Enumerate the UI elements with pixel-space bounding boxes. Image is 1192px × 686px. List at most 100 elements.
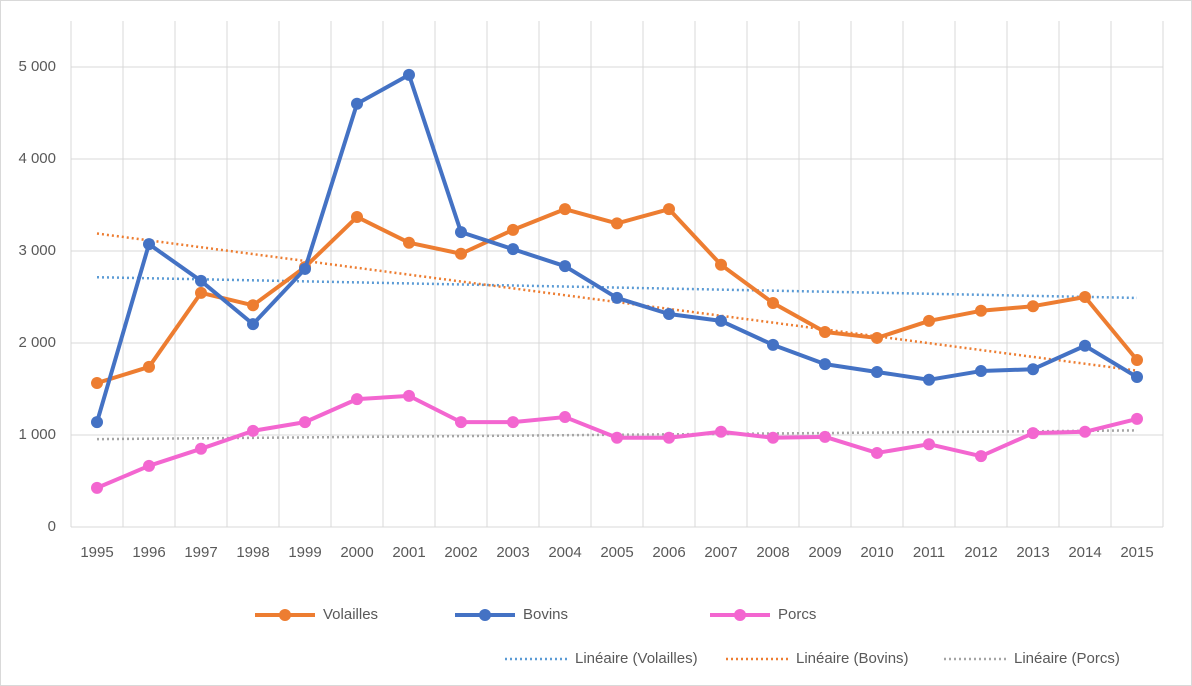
legend-label: Linéaire (Porcs) — [1014, 650, 1120, 667]
data-point — [559, 203, 571, 216]
data-point — [559, 260, 571, 273]
data-point — [1079, 425, 1091, 438]
data-point — [975, 450, 987, 463]
legend-marker — [479, 609, 491, 621]
x-tick-label: 1999 — [288, 544, 321, 561]
x-tick-label: 1998 — [236, 544, 269, 561]
data-point — [1079, 339, 1091, 352]
x-tick-label: 2014 — [1068, 544, 1101, 561]
data-point — [715, 425, 727, 438]
data-point — [715, 314, 727, 327]
data-point — [403, 68, 415, 81]
x-tick-label: 2015 — [1120, 544, 1153, 561]
x-tick-label: 2011 — [913, 544, 945, 561]
data-point — [351, 97, 363, 110]
data-point — [923, 373, 935, 386]
data-point — [143, 360, 155, 373]
data-point — [923, 314, 935, 327]
legend-marker — [734, 609, 746, 621]
data-point — [299, 262, 311, 275]
data-point — [871, 365, 883, 378]
x-tick-label: 2002 — [444, 544, 477, 561]
data-point — [403, 389, 415, 402]
y-tick-label: 2 000 — [18, 334, 56, 351]
legend-label: Linéaire (Volailles) — [575, 650, 698, 667]
x-tick-label: 2005 — [600, 544, 633, 561]
data-point — [195, 286, 207, 299]
data-point — [663, 203, 675, 216]
y-tick-label: 3 000 — [18, 242, 56, 259]
data-point — [143, 459, 155, 472]
x-tick-label: 2003 — [496, 544, 529, 561]
data-point — [819, 358, 831, 371]
data-point — [975, 304, 987, 317]
x-tick-label: 1997 — [184, 544, 217, 561]
data-point — [663, 308, 675, 321]
data-point — [1027, 363, 1039, 376]
x-tick-label: 2013 — [1016, 544, 1049, 561]
x-tick-label: 2001 — [392, 544, 425, 561]
data-point — [247, 299, 259, 312]
data-point — [247, 318, 259, 331]
data-point — [91, 377, 103, 390]
y-tick-label: 5 000 — [18, 58, 56, 75]
data-point — [91, 416, 103, 429]
data-point — [351, 393, 363, 406]
legend-marker — [279, 609, 291, 621]
data-point — [819, 430, 831, 443]
y-tick-label: 4 000 — [18, 150, 56, 167]
data-point — [767, 431, 779, 444]
x-tick-label: 2007 — [704, 544, 737, 561]
x-tick-label: 2004 — [548, 544, 581, 561]
data-point — [507, 243, 519, 256]
data-point — [663, 431, 675, 444]
data-point — [1131, 412, 1143, 425]
legend-label: Linéaire (Bovins) — [796, 650, 909, 667]
x-tick-label: 2006 — [652, 544, 685, 561]
data-point — [195, 274, 207, 287]
data-point — [611, 217, 623, 230]
data-point — [819, 325, 831, 338]
data-point — [611, 431, 623, 444]
data-point — [299, 416, 311, 429]
legend-label: Porcs — [778, 606, 816, 623]
legend-label: Bovins — [523, 606, 568, 623]
data-point — [1131, 354, 1143, 367]
data-point — [923, 438, 935, 451]
data-point — [91, 481, 103, 494]
x-tick-label: 2000 — [340, 544, 373, 561]
data-point — [455, 247, 467, 260]
data-point — [1027, 300, 1039, 313]
data-point — [507, 223, 519, 236]
data-point — [455, 416, 467, 429]
data-point — [871, 446, 883, 459]
x-tick-label: 1996 — [132, 544, 165, 561]
data-point — [195, 442, 207, 455]
data-point — [767, 338, 779, 351]
data-point — [1079, 291, 1091, 303]
data-point — [507, 416, 519, 429]
data-point — [715, 258, 727, 271]
trendline — [96, 275, 1138, 300]
data-point — [247, 424, 259, 437]
x-tick-label: 2009 — [808, 544, 841, 561]
y-tick-label: 0 — [48, 518, 56, 535]
data-point — [767, 296, 779, 309]
data-point — [1027, 427, 1039, 440]
x-tick-label: 2008 — [756, 544, 789, 561]
data-point — [403, 236, 415, 249]
data-point — [611, 291, 623, 304]
data-point — [559, 411, 571, 424]
legend-label: Volailles — [323, 606, 378, 623]
data-point — [1131, 371, 1143, 384]
data-point — [975, 365, 987, 378]
y-tick-label: 1 000 — [18, 426, 56, 443]
data-point — [351, 210, 363, 223]
data-point — [871, 331, 883, 344]
data-point — [455, 226, 467, 239]
x-tick-label: 1995 — [80, 544, 113, 561]
x-tick-label: 2010 — [860, 544, 893, 561]
x-tick-label: 2012 — [964, 544, 997, 561]
data-point — [143, 238, 155, 251]
